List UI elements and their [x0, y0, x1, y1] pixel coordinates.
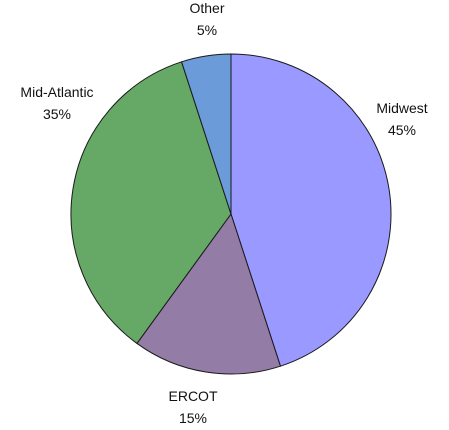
slice-label: Other [189, 0, 224, 16]
slice-value-label: 45% [388, 122, 416, 138]
pie-labels: Midwest 45% ERCOT 15% Mid-Atlantic 35% Other 5% [20, 0, 427, 426]
pie-slice-midwest [230, 53, 392, 367]
slice-value-label: 15% [179, 410, 207, 426]
pie-slice-ercot [136, 212, 282, 375]
pie-slice-other [180, 53, 232, 215]
slice-value-label: 5% [197, 22, 217, 38]
slice-value-label: 35% [43, 106, 71, 122]
slice-label: ERCOT [169, 388, 218, 404]
pie-slices [70, 53, 392, 375]
pie-slice-mid-atlantic [70, 61, 232, 345]
slice-label: Midwest [376, 100, 427, 116]
slice-label: Mid-Atlantic [20, 84, 93, 100]
